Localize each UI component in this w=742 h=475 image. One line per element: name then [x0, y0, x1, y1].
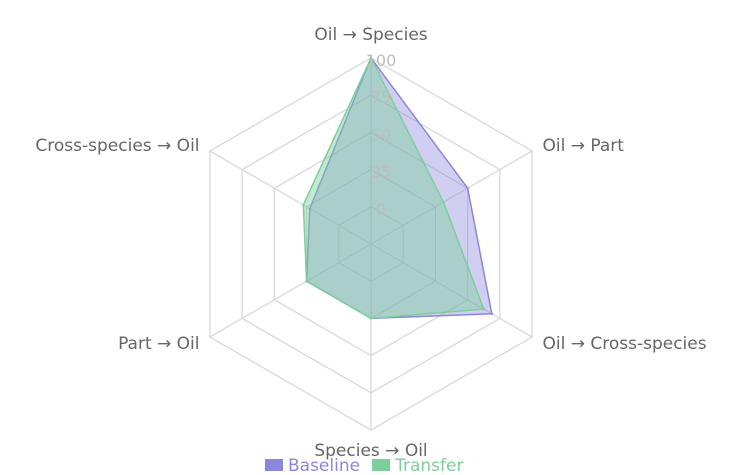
data-point — [305, 280, 308, 283]
legend-swatch — [265, 459, 283, 471]
data-point — [369, 317, 373, 320]
tick-label: 0 — [376, 200, 386, 219]
radial-tick-labels: 0 25 50 75 100 — [366, 51, 397, 219]
axis-labels: Oil → Species Oil → Part Oil → Cross-speci… — [35, 25, 706, 461]
data-point — [302, 203, 305, 207]
axis-spoke — [370, 150, 533, 245]
tick-label: 100 — [366, 51, 397, 70]
legend-label: Baseline — [288, 456, 360, 475]
data-point — [490, 312, 494, 315]
data-point — [482, 307, 485, 311]
axis-spoke — [209, 150, 372, 245]
axis-label: Oil → Cross-species — [542, 334, 706, 354]
legend-swatch — [372, 459, 391, 471]
tick-label: 75 — [371, 88, 391, 107]
data-point — [466, 187, 469, 190]
data-point — [442, 200, 445, 204]
chart-legend: Baseline Transfer — [265, 456, 463, 475]
legend-label: Transfer — [394, 456, 463, 475]
axis-label: Part → Oil — [118, 334, 199, 354]
tick-label: 25 — [371, 163, 391, 182]
radar-series — [302, 56, 494, 320]
axis-spoke — [370, 243, 533, 338]
axis-label: Cross-species → Oil — [35, 136, 199, 156]
axis-spoke — [209, 243, 372, 338]
data-point — [308, 207, 311, 210]
data-point — [369, 56, 373, 60]
axis-label: Species → Oil — [314, 441, 427, 461]
axis-label: Oil → Species — [314, 25, 427, 45]
axis-label: Oil → Part — [542, 136, 624, 156]
tick-label: 50 — [371, 125, 391, 144]
